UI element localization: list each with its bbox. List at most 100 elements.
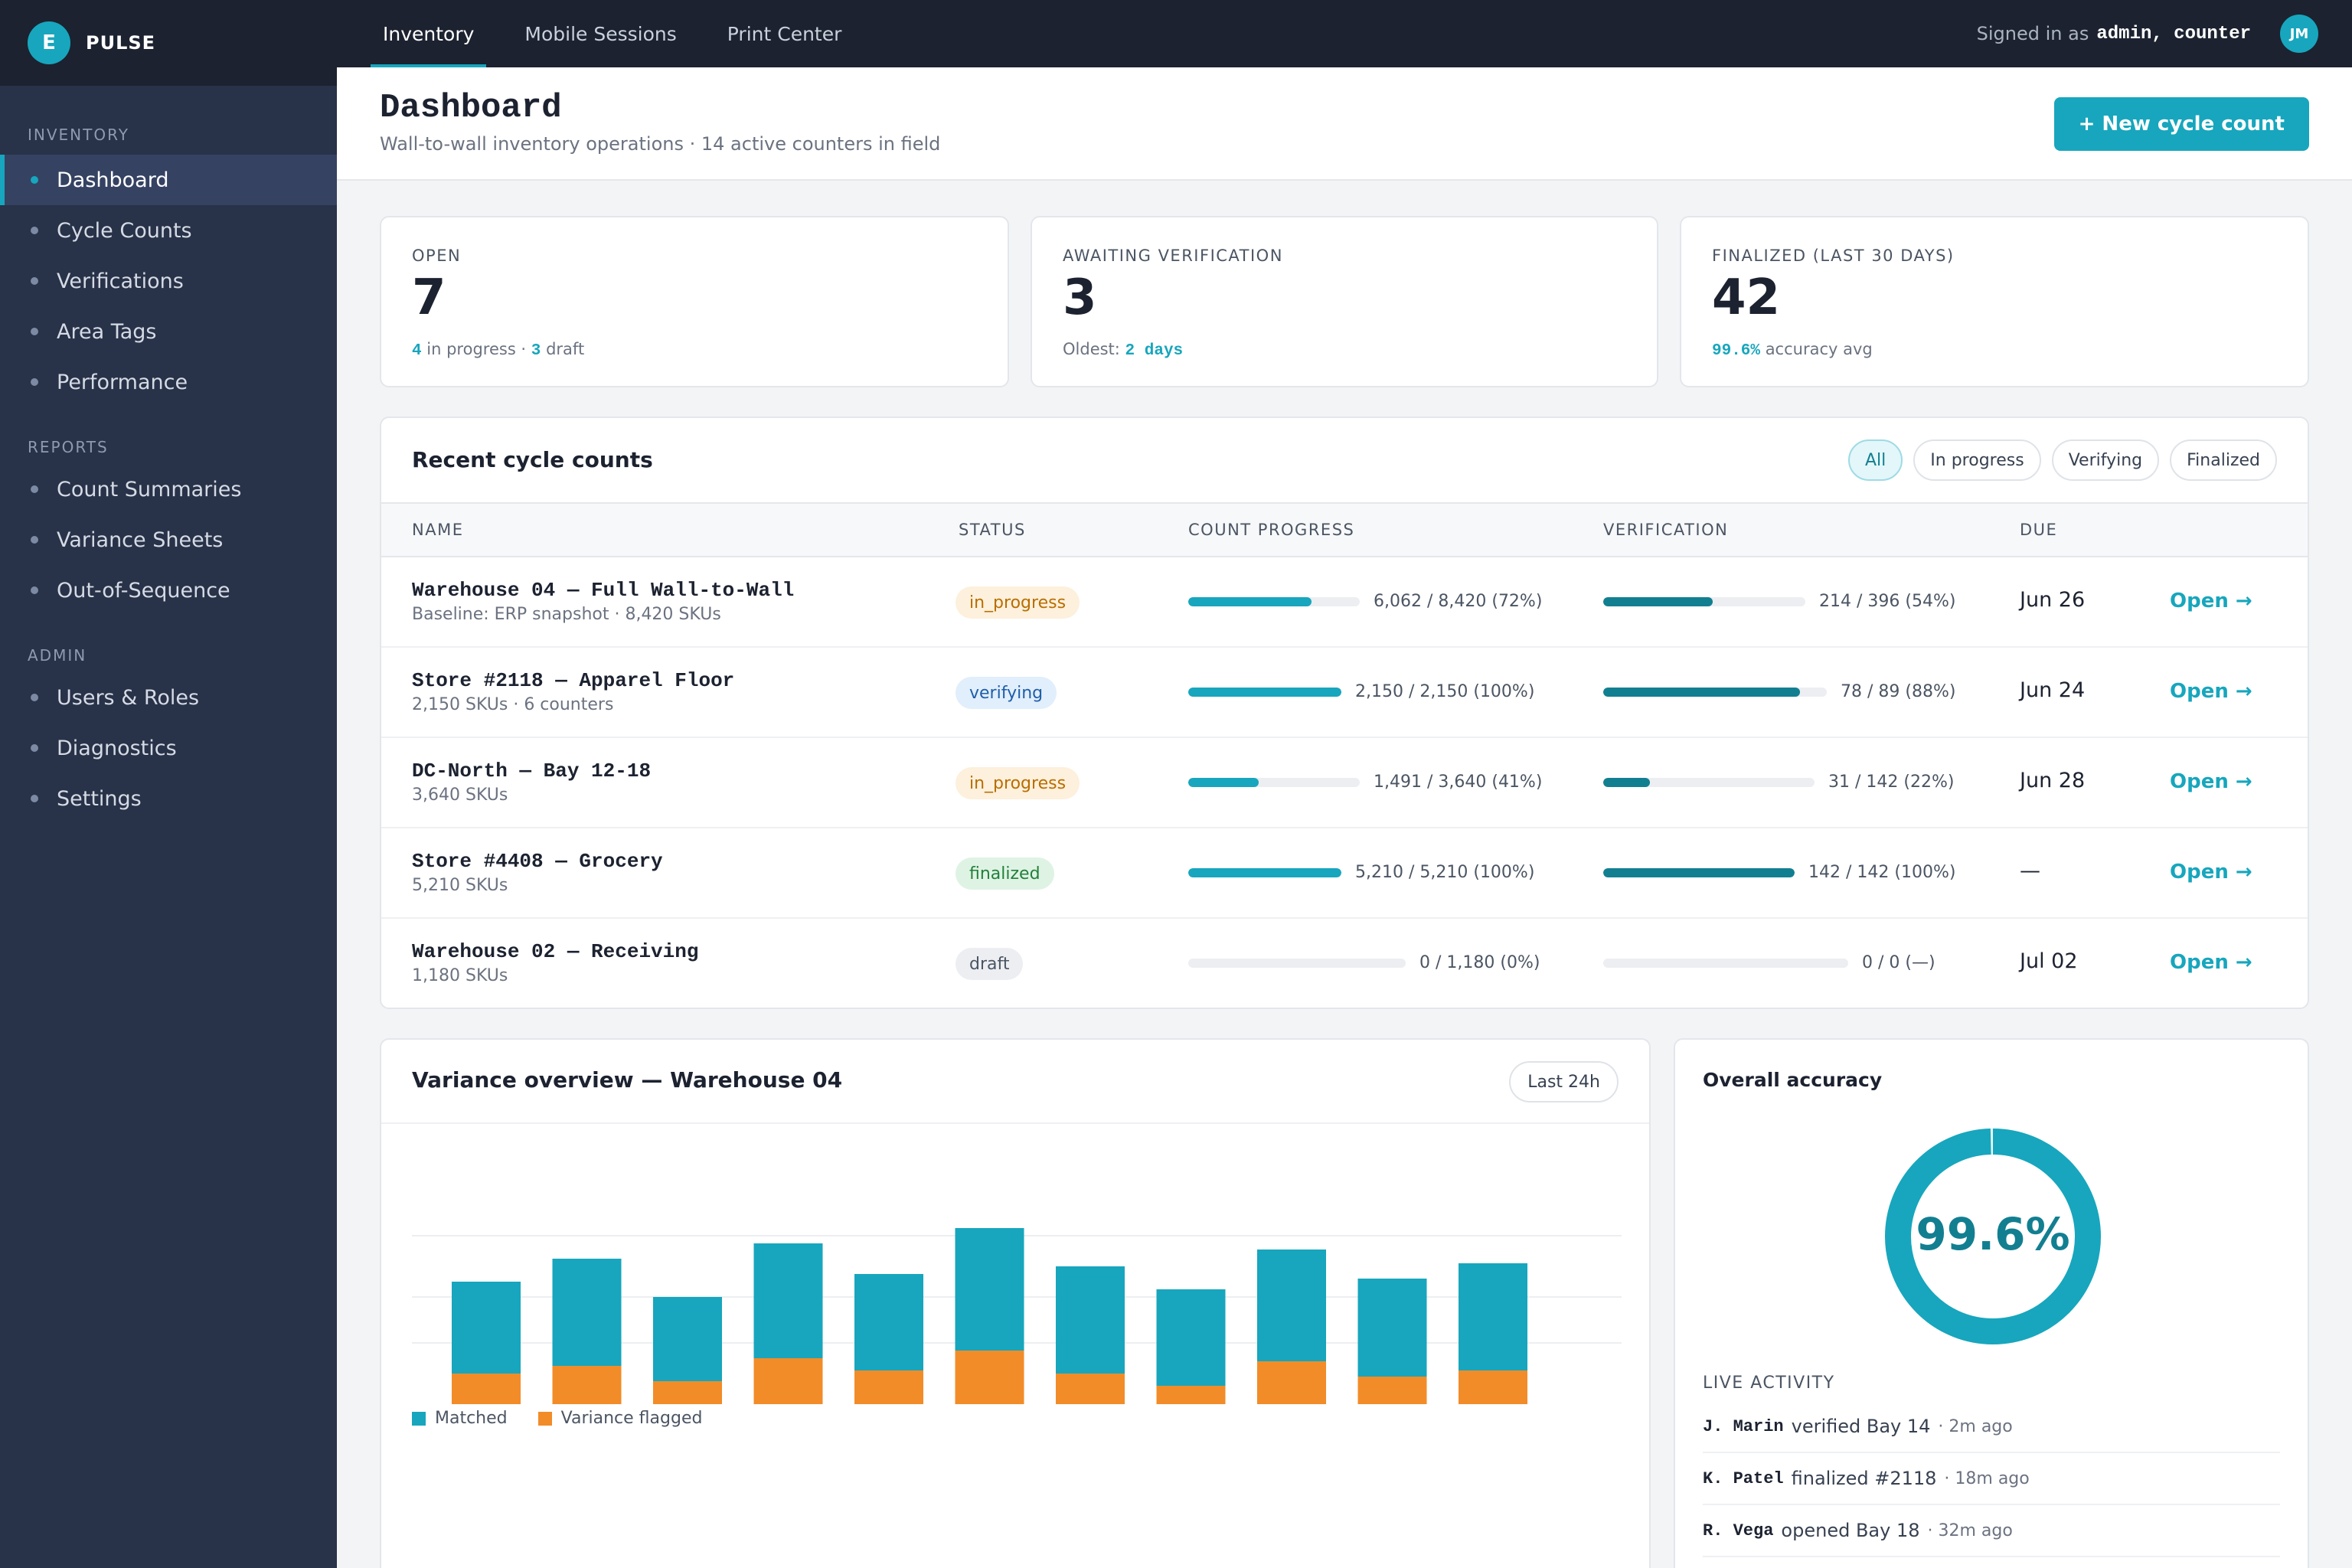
donut-arc: [1885, 1129, 2101, 1344]
stat-value: 42: [1712, 270, 1781, 326]
bar-variance-flagged[interactable]: [452, 1374, 521, 1404]
sidebar-item-diagnostics[interactable]: Diagnostics: [0, 723, 337, 773]
chart-legend: Matched Variance flagged: [412, 1409, 733, 1428]
oldest-value: 2 days: [1125, 342, 1184, 360]
page-title: Dashboard: [380, 89, 562, 127]
bullet-icon: [31, 536, 38, 544]
due-date: Jun 28: [2020, 769, 2086, 792]
sidebar-item-label: Cycle Counts: [57, 218, 192, 243]
bar-matched[interactable]: [1357, 1279, 1427, 1377]
sidebar-item-settings[interactable]: Settings: [0, 773, 337, 824]
verification-progress-track: [1603, 777, 1815, 787]
sidebar-item-label: Count Summaries: [57, 477, 242, 501]
activity-time: · 18m ago: [1944, 1468, 2030, 1488]
bar-matched[interactable]: [452, 1282, 521, 1374]
row-name: Warehouse 02 — Receiving: [412, 940, 699, 963]
filter-verifying[interactable]: Verifying: [2051, 439, 2160, 481]
bar-variance-flagged[interactable]: [955, 1351, 1024, 1404]
table-row[interactable]: Warehouse 04 — Full Wall-to-Wall Baseline…: [381, 557, 2308, 648]
bar-matched[interactable]: [1156, 1289, 1226, 1386]
tab-inventory[interactable]: Inventory: [371, 0, 487, 67]
live-activity-label: LIVE ACTIVITY: [1703, 1374, 1835, 1393]
count-progress-fill: [1188, 596, 1312, 606]
count-progress-text: 0 / 1,180 (0%): [1419, 953, 1540, 972]
verification-progress-text: 214 / 396 (54%): [1819, 592, 1956, 611]
sidebar-item-label: Area Tags: [57, 319, 157, 344]
bar-matched[interactable]: [1459, 1263, 1527, 1370]
sidebar-item-performance[interactable]: Performance: [0, 357, 337, 407]
sidebar-item-cycle-counts[interactable]: Cycle Counts: [0, 205, 337, 256]
activity-user: J. Marin: [1703, 1416, 1784, 1436]
status-badge: draft: [956, 948, 1024, 980]
bar-matched[interactable]: [753, 1243, 823, 1358]
open-link[interactable]: Open →: [2170, 590, 2252, 612]
row-name-cell: Store #4408 — Grocery 5,210 SKUs: [412, 850, 663, 895]
legend-item-matched: Matched: [412, 1409, 508, 1428]
row-meta: 2,150 SKUs · 6 counters: [412, 695, 614, 714]
sidebar-item-out-of-sequence[interactable]: Out-of-Sequence: [0, 565, 337, 616]
status-badge: finalized: [956, 858, 1054, 890]
stat-footnote: Oldest: 2 days: [1063, 340, 1183, 360]
bar-variance-flagged[interactable]: [1459, 1370, 1527, 1404]
column-header-verification: VERIFICATION: [1603, 521, 1729, 539]
sidebar-item-area-tags[interactable]: Area Tags: [0, 306, 337, 357]
bar-variance-flagged[interactable]: [1156, 1386, 1226, 1404]
verification-progress: 78 / 89 (88%): [1603, 682, 1955, 701]
tab-mobile-sessions[interactable]: Mobile Sessions: [524, 22, 677, 45]
column-header-due: DUE: [2020, 521, 2058, 539]
bar-matched[interactable]: [1056, 1266, 1125, 1374]
filter-finalized[interactable]: Finalized: [2170, 439, 2277, 481]
page-subtitle: Wall-to-wall inventory operations · 14 a…: [380, 133, 941, 155]
sidebar-item-label: Diagnostics: [57, 736, 177, 760]
bar-variance-flagged[interactable]: [653, 1381, 722, 1404]
stat-label: AWAITING VERIFICATION: [1063, 247, 1283, 265]
open-link[interactable]: Open →: [2170, 770, 2252, 793]
bar-matched[interactable]: [653, 1297, 722, 1381]
sidebar-item-users-roles[interactable]: Users & Roles: [0, 672, 337, 723]
bar-variance-flagged[interactable]: [1056, 1374, 1125, 1404]
activity-action: verified Bay 14: [1791, 1416, 1931, 1437]
count-progress-text: 2,150 / 2,150 (100%): [1355, 682, 1535, 701]
table-header: NAME STATUS COUNT PROGRESS VERIFICATION …: [381, 502, 2308, 557]
open-link[interactable]: Open →: [2170, 680, 2252, 703]
filter-in-progress[interactable]: In progress: [1913, 439, 2041, 481]
filter-all[interactable]: All: [1848, 439, 1903, 481]
bar-variance-flagged[interactable]: [1257, 1361, 1326, 1404]
new-cycle-count-button[interactable]: + New cycle count: [2053, 97, 2309, 151]
open-link[interactable]: Open →: [2170, 861, 2252, 884]
in-progress-count: 4: [412, 342, 422, 360]
column-header-name: NAME: [412, 521, 464, 539]
bar-variance-flagged[interactable]: [552, 1366, 622, 1404]
activity-action: opened Bay 18: [1781, 1520, 1920, 1541]
row-name: Warehouse 04 — Full Wall-to-Wall: [412, 579, 795, 602]
draft-text: draft: [541, 340, 585, 358]
bar-matched[interactable]: [955, 1228, 1024, 1351]
top-bar: E PULSE Inventory Mobile Sessions Print …: [0, 0, 2352, 86]
sidebar-item-variance-sheets[interactable]: Variance Sheets: [0, 514, 337, 565]
time-range-selector[interactable]: Last 24h: [1509, 1061, 1619, 1102]
bar-variance-flagged[interactable]: [854, 1370, 923, 1404]
bar-variance-flagged[interactable]: [753, 1358, 823, 1404]
bullet-icon: [31, 586, 38, 594]
stat-value: 7: [412, 270, 446, 326]
bar-variance-flagged[interactable]: [1357, 1377, 1427, 1404]
table-row[interactable]: Warehouse 02 — Receiving 1,180 SKUs draft 0…: [381, 919, 2308, 1009]
activity-time: · 32m ago: [1927, 1521, 2013, 1540]
bar-matched[interactable]: [552, 1259, 622, 1366]
avatar[interactable]: JM: [2280, 15, 2318, 53]
brand[interactable]: E PULSE: [0, 0, 337, 86]
table-row[interactable]: Store #2118 — Apparel Floor 2,150 SKUs · …: [381, 648, 2308, 738]
bar-matched[interactable]: [854, 1274, 923, 1370]
accuracy-donut-chart: 99.6%: [1885, 1129, 2101, 1344]
activity-time: · 2m ago: [1938, 1416, 2013, 1436]
bar-matched[interactable]: [1257, 1250, 1326, 1361]
sidebar-item-dashboard[interactable]: Dashboard: [0, 155, 337, 205]
sidebar-item-count-summaries[interactable]: Count Summaries: [0, 464, 337, 514]
sidebar-item-verifications[interactable]: Verifications: [0, 256, 337, 306]
tab-print-center[interactable]: Print Center: [727, 22, 842, 45]
sidebar-item-label: Performance: [57, 370, 188, 394]
table-row[interactable]: DC-North — Bay 12-18 3,640 SKUs in_progres…: [381, 738, 2308, 828]
table-row[interactable]: Store #4408 — Grocery 5,210 SKUs finalized…: [381, 828, 2308, 919]
page-header: Dashboard Wall-to-wall inventory operati…: [337, 67, 2352, 181]
open-link[interactable]: Open →: [2170, 951, 2252, 974]
